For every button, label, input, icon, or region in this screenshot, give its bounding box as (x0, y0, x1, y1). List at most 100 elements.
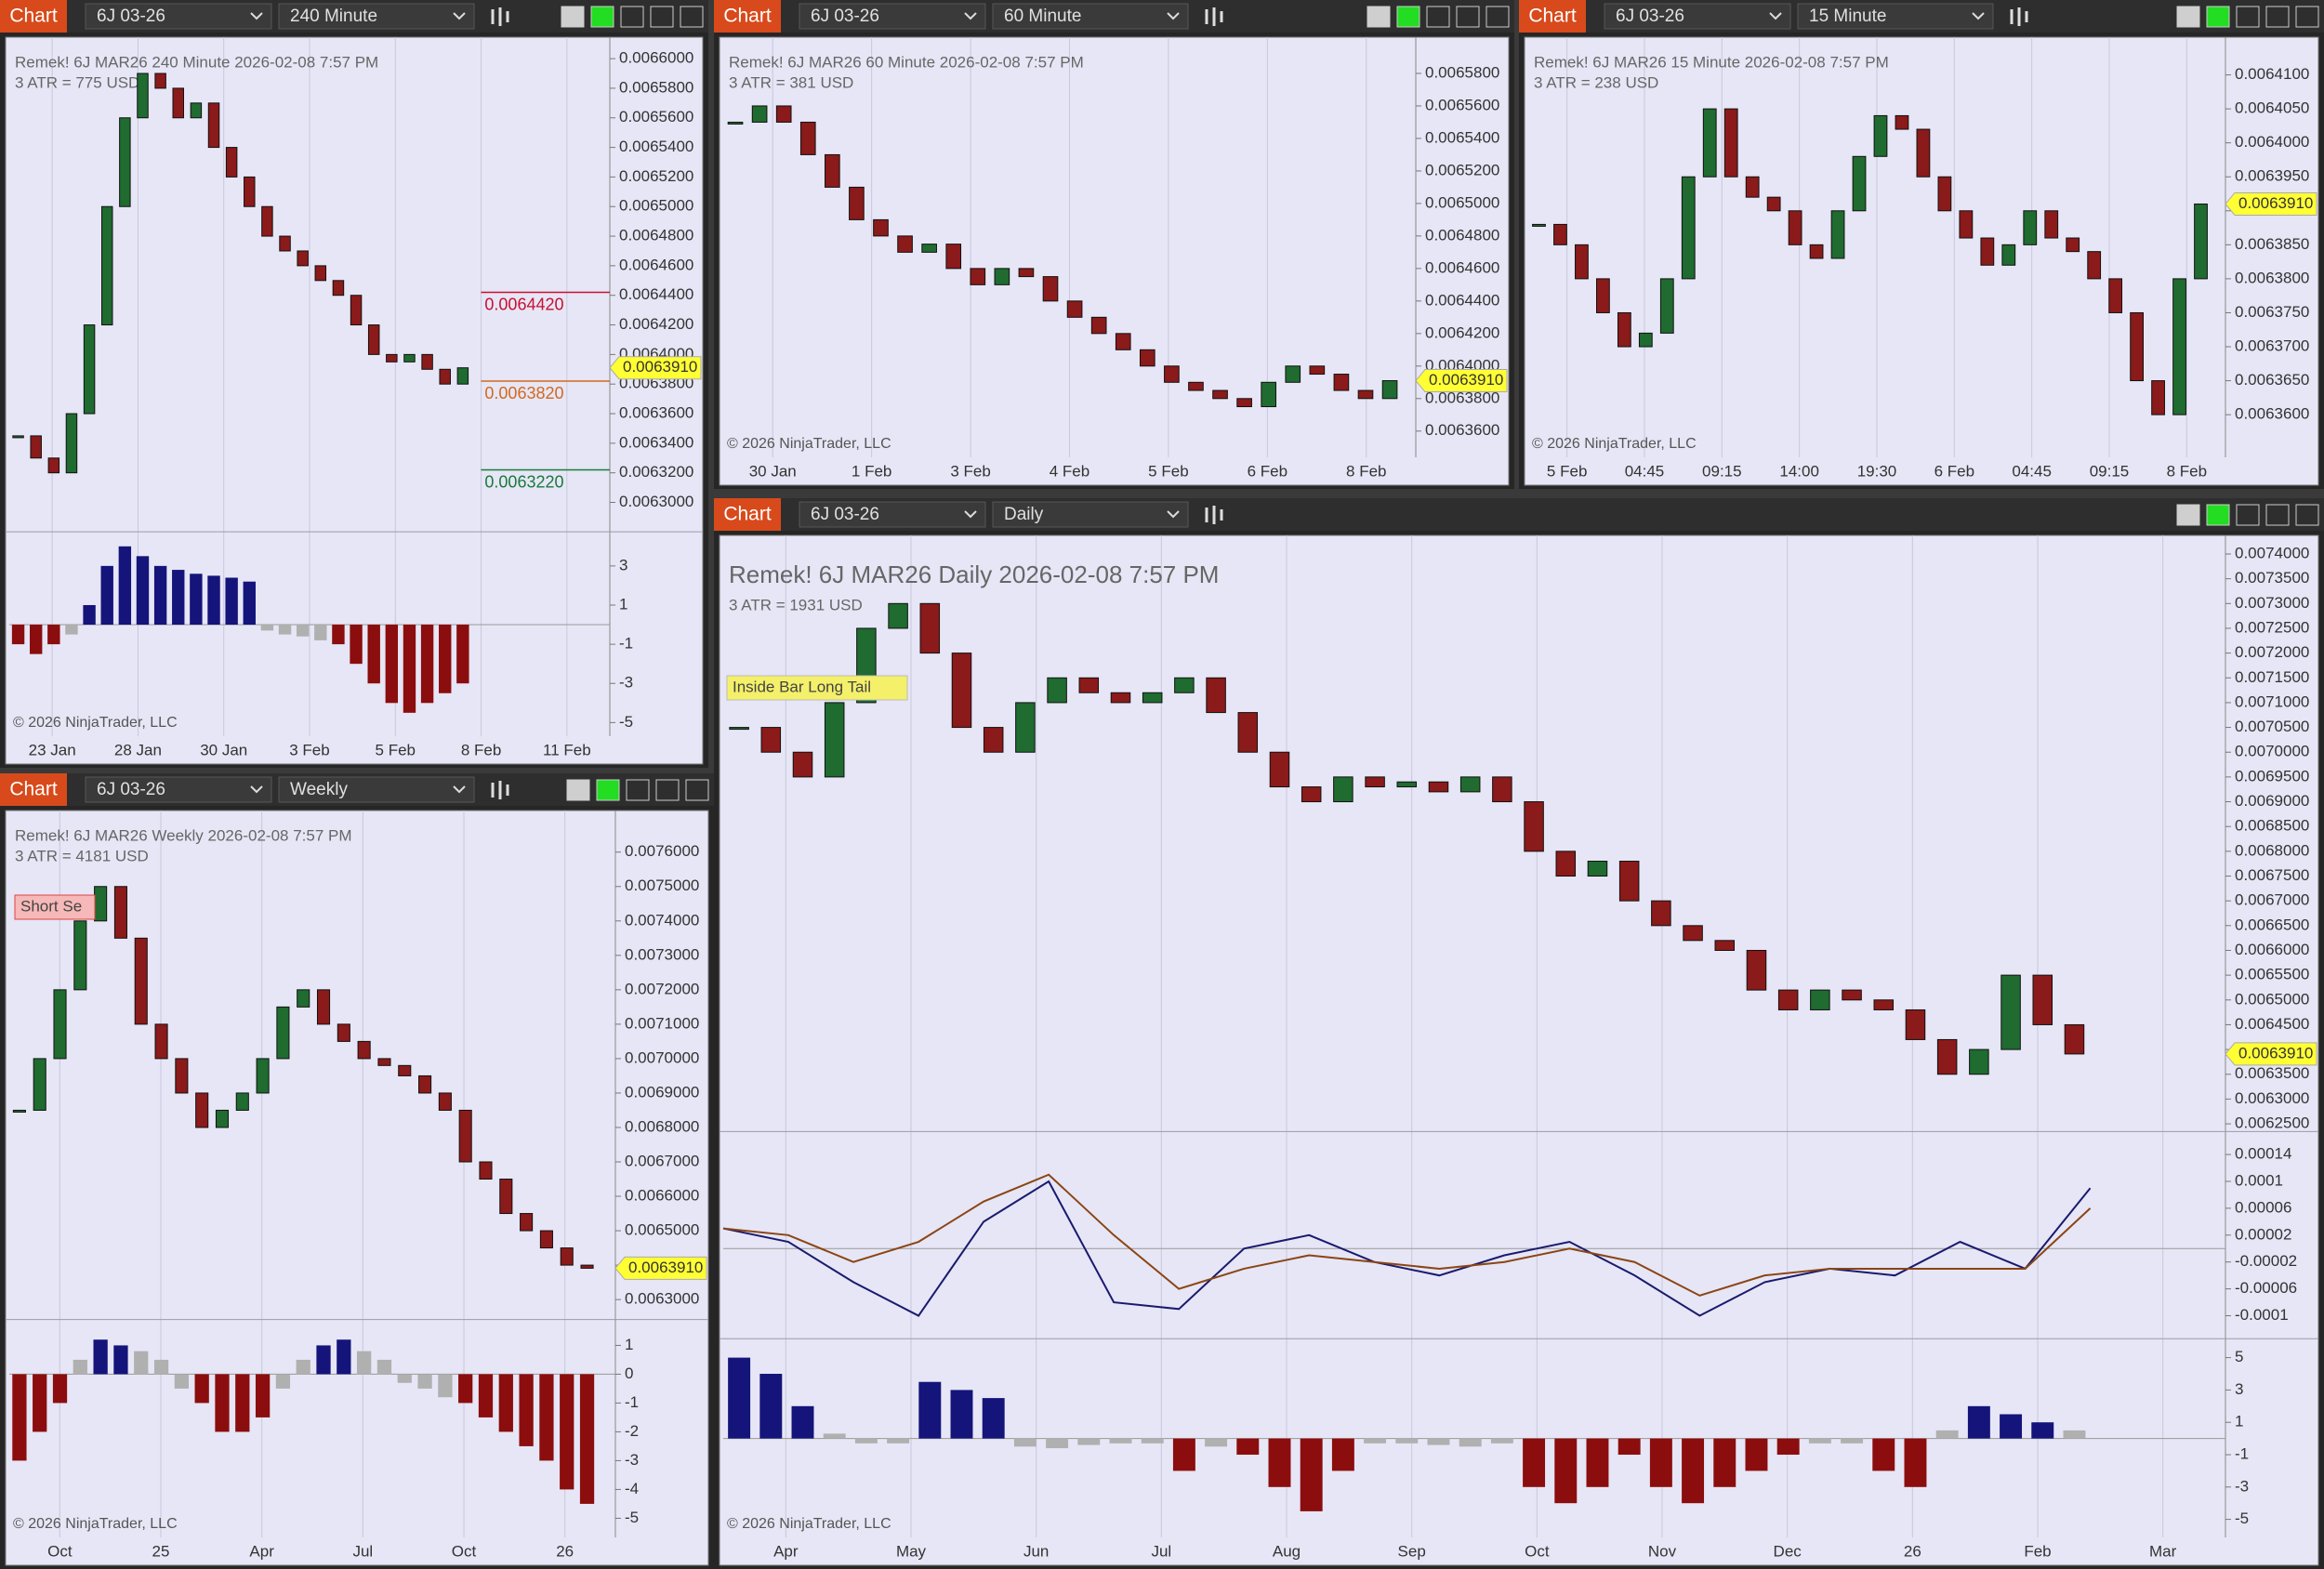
candle (727, 121, 744, 125)
candle-icon[interactable] (1205, 7, 1223, 26)
candle (479, 1161, 493, 1180)
window-button[interactable] (1426, 6, 1450, 28)
y-tick-label: 0.0068000 (2235, 841, 2309, 859)
candle (1237, 712, 1259, 753)
candle-icon[interactable] (2010, 7, 2028, 26)
window-button[interactable] (2236, 504, 2260, 526)
copyright: © 2026 NinjaTrader, LLC (727, 436, 891, 452)
window-button[interactable] (2176, 6, 2200, 28)
histogram-bar (314, 625, 327, 640)
chart-tab[interactable] (1519, 0, 1586, 33)
dropdown[interactable] (1797, 3, 1994, 30)
candle (1261, 381, 1277, 408)
candle (1188, 381, 1204, 391)
dropdown[interactable] (799, 501, 986, 528)
histogram-bar (1109, 1438, 1132, 1444)
y-tick-label: -2 (625, 1422, 639, 1440)
histogram-bar (1872, 1438, 1895, 1471)
histogram-bar (332, 625, 345, 645)
window-button[interactable] (620, 6, 644, 28)
price-level-label: 0.0064420 (484, 295, 563, 313)
y-tick-label: 0.0066000 (625, 1187, 699, 1205)
candle (1587, 861, 1608, 877)
candle-icon[interactable] (1205, 506, 1223, 524)
last-price-marker (2225, 191, 2317, 216)
x-tick-label: 30 Jan (749, 462, 797, 480)
candle-icon[interactable] (491, 7, 509, 26)
dropdown[interactable] (85, 776, 272, 803)
dropdown[interactable] (992, 501, 1189, 528)
y-tick-label: 0.0076000 (625, 842, 699, 860)
chart-tab[interactable] (714, 0, 781, 33)
candle-icon[interactable] (491, 781, 509, 799)
y-tick-label: 0.0067000 (625, 1152, 699, 1169)
x-tick-label: 1 Feb (852, 462, 891, 480)
candle (921, 244, 937, 253)
histogram-bar (579, 1374, 595, 1504)
window-button[interactable] (2206, 6, 2230, 28)
chart-tab-label: Chart (723, 6, 772, 27)
histogram-bar (118, 546, 132, 626)
window-button[interactable] (2206, 504, 2230, 526)
window-button[interactable] (2236, 6, 2260, 28)
histogram-bar (1682, 1438, 1705, 1504)
histogram-bar (1713, 1438, 1736, 1487)
chart-tab[interactable] (0, 0, 67, 33)
window-button[interactable] (680, 6, 704, 28)
window-button[interactable] (590, 6, 614, 28)
window-button[interactable] (566, 779, 590, 801)
chart-header: Remek! 6J MAR26 Weekly 2026-02-08 7:57 P… (15, 826, 352, 844)
candle (1018, 268, 1035, 278)
candle (256, 1058, 270, 1094)
histogram-bar (438, 1374, 453, 1398)
candle (824, 702, 845, 778)
dropdown[interactable] (992, 3, 1189, 30)
candle (873, 218, 889, 237)
window-button[interactable] (1456, 6, 1480, 28)
window-button[interactable] (596, 779, 620, 801)
histogram-bar (243, 581, 256, 626)
dropdown[interactable] (1604, 3, 1791, 30)
window-button[interactable] (2176, 504, 2200, 526)
x-tick-label: 30 Jan (200, 741, 247, 758)
window-button[interactable] (650, 6, 674, 28)
dropdown[interactable] (85, 3, 272, 30)
histogram-bar (33, 1374, 47, 1432)
histogram-bar (260, 625, 274, 631)
candle (244, 176, 256, 207)
chart-tab[interactable] (0, 773, 67, 806)
y-tick-label: -1 (625, 1393, 639, 1411)
candle (994, 268, 1010, 285)
dropdown[interactable] (278, 3, 475, 30)
y-tick-label: 0.0065800 (619, 78, 693, 96)
candle (751, 105, 768, 123)
window-button[interactable] (2265, 504, 2290, 526)
chart-header: Remek! 6J MAR26 Daily 2026-02-08 7:57 PM (729, 560, 1219, 588)
candle (1575, 244, 1589, 280)
candle (421, 353, 433, 370)
window-button[interactable] (1367, 6, 1391, 28)
y-tick-label: 0.0064800 (1425, 226, 1499, 244)
histogram-bar (153, 1359, 169, 1375)
dropdown[interactable] (799, 3, 986, 30)
window-button[interactable] (626, 779, 650, 801)
dropdown-chevron (1167, 510, 1180, 519)
candle (438, 1092, 452, 1111)
x-tick-label: 8 Feb (2167, 462, 2207, 480)
histogram-bar (1205, 1438, 1228, 1447)
chart-tab[interactable] (714, 498, 781, 531)
x-tick-label: 11 Feb (543, 741, 591, 758)
histogram-bar (93, 1339, 108, 1375)
x-tick-label: 5 Feb (376, 741, 416, 758)
window-button[interactable] (1396, 6, 1420, 28)
window-button[interactable] (1486, 6, 1510, 28)
window-button[interactable] (685, 779, 709, 801)
dropdown[interactable] (278, 776, 475, 803)
atr-label: 3 ATR = 238 USD (1534, 73, 1658, 91)
signal-tag-label: Short Se (20, 897, 82, 915)
window-button[interactable] (2265, 6, 2290, 28)
window-button[interactable] (2295, 504, 2319, 526)
window-button[interactable] (655, 779, 680, 801)
window-button[interactable] (561, 6, 585, 28)
window-button[interactable] (2295, 6, 2319, 28)
